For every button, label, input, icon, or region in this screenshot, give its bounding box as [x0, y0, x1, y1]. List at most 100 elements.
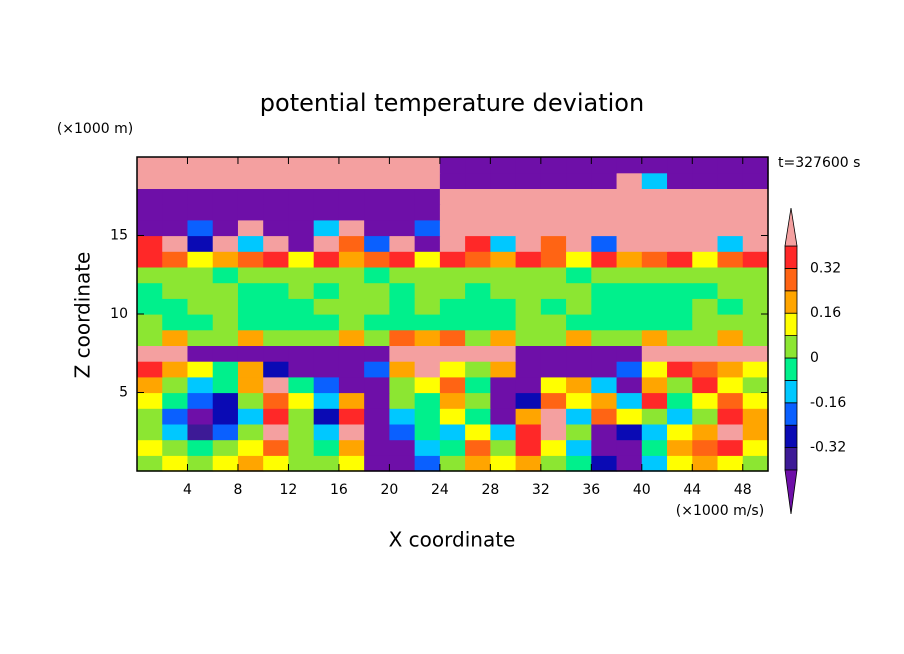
- contour-cell: [515, 345, 542, 362]
- contour-cell: [667, 408, 693, 425]
- contour-cell: [338, 298, 365, 315]
- contour-cell: [414, 282, 441, 299]
- x-tick-label: 48: [734, 482, 752, 498]
- contour-cell: [692, 329, 719, 346]
- contour-cell: [288, 345, 315, 362]
- contour-cell: [692, 172, 719, 189]
- contour-cell: [364, 439, 390, 456]
- contour-cell: [566, 204, 592, 221]
- contour-cell: [616, 298, 643, 315]
- contour-cell: [288, 376, 315, 394]
- contour-cell: [288, 204, 315, 221]
- contour-cell: [414, 266, 441, 284]
- y-tick-label: 10: [110, 306, 128, 322]
- contour-cell: [439, 282, 466, 299]
- contour-cell: [692, 235, 719, 252]
- contour-cell: [237, 235, 264, 252]
- contour-cell: [364, 298, 390, 315]
- contour-cell: [742, 376, 769, 394]
- contour-cell: [237, 455, 264, 472]
- contour-cell: [187, 282, 214, 299]
- contour-cell: [591, 251, 618, 268]
- contour-cell: [414, 219, 441, 237]
- contour-cell: [313, 361, 340, 378]
- contour-cell: [338, 235, 365, 252]
- contour-cell: [237, 408, 264, 425]
- contour-cell: [692, 408, 719, 425]
- contour-cell: [742, 314, 769, 331]
- contour-cell: [414, 439, 441, 456]
- contour-cell: [338, 172, 365, 189]
- contour-cell: [490, 392, 517, 409]
- contour-cell: [566, 455, 592, 472]
- contour-cell: [717, 423, 744, 441]
- contour-cell: [616, 408, 643, 425]
- contour-cell: [641, 408, 668, 425]
- contour-cell: [717, 329, 744, 346]
- contour-cell: [591, 345, 618, 362]
- contour-cell: [389, 298, 416, 315]
- contour-cell: [313, 172, 340, 189]
- contour-cell: [717, 439, 744, 456]
- contour-cell: [364, 455, 390, 472]
- contour-cell: [439, 408, 466, 425]
- contour-cell: [263, 329, 290, 346]
- contour-cell: [389, 329, 416, 346]
- contour-cell: [263, 423, 290, 441]
- contour-cell: [439, 345, 466, 362]
- contour-cell: [439, 314, 466, 331]
- contour-cell: [439, 392, 466, 409]
- contour-cell: [717, 266, 744, 284]
- contour-cell: [566, 219, 592, 237]
- contour-cell: [742, 329, 769, 346]
- contour-cell: [212, 408, 239, 425]
- contour-cell: [237, 157, 264, 174]
- contour-cell: [212, 376, 239, 394]
- contour-cell: [389, 188, 416, 205]
- contour-cell: [717, 376, 744, 394]
- contour-cell: [338, 188, 365, 205]
- contour-cell: [742, 408, 769, 425]
- contour-cell: [364, 251, 390, 268]
- contour-cell: [414, 157, 441, 174]
- contour-cell: [237, 329, 264, 346]
- contour-cell: [591, 157, 618, 174]
- contour-cell: [237, 314, 264, 331]
- contour-cell: [490, 439, 517, 456]
- contour-cell: [667, 392, 693, 409]
- colorbar-bin: [784, 290, 798, 314]
- contour-cell: [439, 298, 466, 315]
- contour-cell: [717, 204, 744, 221]
- contour-cell: [717, 314, 744, 331]
- contour-cell: [212, 188, 239, 205]
- contour-cell: [742, 219, 769, 237]
- contour-cell: [490, 345, 517, 362]
- contour-cell: [717, 235, 744, 252]
- contour-cell: [616, 423, 643, 441]
- contour-cell: [515, 282, 542, 299]
- contour-cell: [187, 329, 214, 346]
- contour-cell: [137, 314, 163, 331]
- contour-cell: [667, 329, 693, 346]
- contour-cell: [667, 172, 693, 189]
- contour-cell: [540, 329, 567, 346]
- contour-cell: [237, 361, 264, 378]
- contour-cell: [490, 361, 517, 378]
- contour-cell: [490, 157, 517, 174]
- contour-cell: [515, 329, 542, 346]
- contour-cell: [313, 251, 340, 268]
- contour-cell: [162, 282, 189, 299]
- contour-cell: [338, 266, 365, 284]
- x-tick-label: 20: [380, 482, 398, 498]
- contour-cell: [187, 251, 214, 268]
- contour-cell: [389, 392, 416, 409]
- contour-cell: [742, 361, 769, 378]
- contour-cell: [742, 392, 769, 409]
- contour-cell: [313, 329, 340, 346]
- contour-cell: [288, 235, 315, 252]
- contour-cell: [263, 345, 290, 362]
- contour-cell: [717, 408, 744, 425]
- contour-cell: [667, 455, 693, 472]
- contour-cell: [616, 329, 643, 346]
- contour-cell: [465, 361, 491, 378]
